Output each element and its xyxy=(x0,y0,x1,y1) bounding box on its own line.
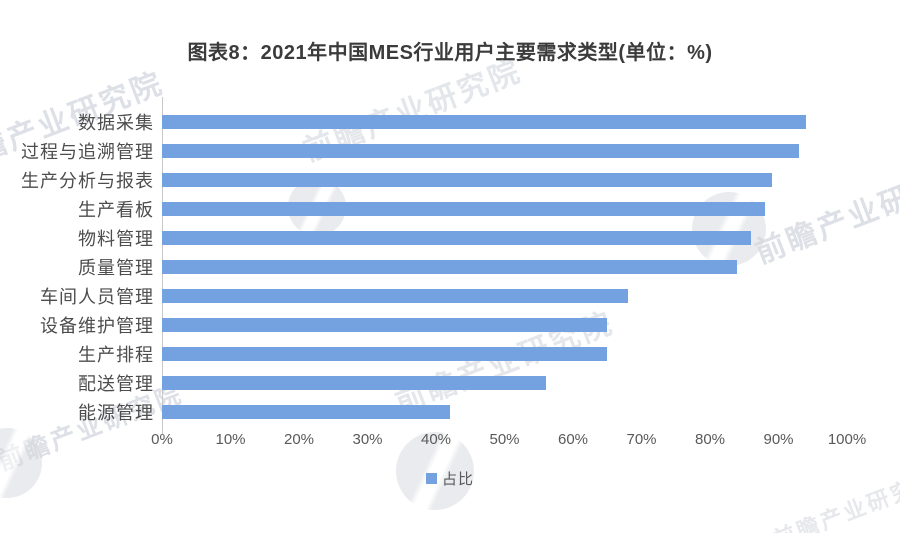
legend-label: 占比 xyxy=(441,471,474,488)
x-tick-label: 10% xyxy=(215,431,246,448)
bar-track xyxy=(162,253,847,282)
bar-9 xyxy=(162,346,608,361)
bar-10 xyxy=(162,375,546,390)
category-label: 物料管理 xyxy=(78,229,154,250)
bar-row: 过程与追溯管理 xyxy=(0,137,847,166)
legend-swatch-icon xyxy=(425,473,437,484)
category-label: 生产分析与报表 xyxy=(21,171,154,192)
zero-tick-mark xyxy=(162,428,163,434)
category-label: 能源管理 xyxy=(78,402,154,423)
bar-track xyxy=(162,166,847,195)
category-label: 车间人员管理 xyxy=(40,286,154,307)
bar-7 xyxy=(162,288,628,303)
bar-8 xyxy=(162,317,608,332)
category-label: 质量管理 xyxy=(78,257,154,278)
category-label: 过程与追溯管理 xyxy=(21,142,154,163)
bar-track xyxy=(162,397,847,426)
x-tick-label: 30% xyxy=(352,431,383,448)
category-label: 数据采集 xyxy=(78,113,154,134)
bar-row: 数据采集 xyxy=(0,108,847,137)
category-label: 设备维护管理 xyxy=(40,315,154,336)
x-tick-label: 80% xyxy=(694,431,726,448)
bar-row: 生产排程 xyxy=(0,339,847,368)
category-label: 配送管理 xyxy=(78,373,154,394)
bar-row: 生产看板 xyxy=(0,195,847,224)
bar-rows: 数据采集过程与追溯管理 生产分析与报表生产看板物料管理质量管理车间人员管理 设备维护… xyxy=(0,108,847,426)
bar-2 xyxy=(162,144,800,159)
x-tick-label: 0% xyxy=(151,431,173,448)
bar-6 xyxy=(162,259,738,274)
x-tick-label: 40% xyxy=(420,431,452,448)
bar-row: 配送管理 xyxy=(0,368,847,397)
x-tick-label: 100% xyxy=(827,431,867,448)
bar-track xyxy=(162,137,847,166)
bar-track xyxy=(162,310,847,339)
legend: 占比 xyxy=(0,468,900,489)
bar-row: 车间人员管理 xyxy=(0,281,847,310)
category-label: 生产看板 xyxy=(78,200,154,221)
x-tick-label: 20% xyxy=(283,431,315,448)
x-tick-label: 60% xyxy=(557,431,589,448)
x-axis: 0% 10% 20% 30% 40% 50% 60% 70% 80% 90% 100% xyxy=(151,431,866,451)
bar-track xyxy=(162,281,847,310)
bar-row: 生产分析与报表 xyxy=(0,166,847,195)
bar-11 xyxy=(162,404,450,419)
bar-row: 质量管理 xyxy=(0,253,847,282)
bar-track xyxy=(162,108,847,137)
chart-title: 图表8：2021年中国MES行业用户主要需求类型(单位：%) xyxy=(187,42,713,64)
bar-track xyxy=(162,195,847,224)
bar-track xyxy=(162,339,847,368)
x-tick-label: 70% xyxy=(626,431,657,448)
category-label: 生产排程 xyxy=(78,344,154,365)
bar-track xyxy=(162,224,847,253)
x-tick-label: 50% xyxy=(489,431,520,448)
bar-5 xyxy=(162,231,752,246)
bar-track xyxy=(162,368,847,397)
bar-4 xyxy=(162,202,765,217)
bar-3 xyxy=(162,173,772,188)
bar-row: 能源管理 xyxy=(0,397,847,426)
bar-1 xyxy=(162,115,806,130)
x-tick-label: 90% xyxy=(763,431,794,448)
bar-row: 设备维护管理 xyxy=(0,310,847,339)
bar-row: 物料管理 xyxy=(0,224,847,253)
